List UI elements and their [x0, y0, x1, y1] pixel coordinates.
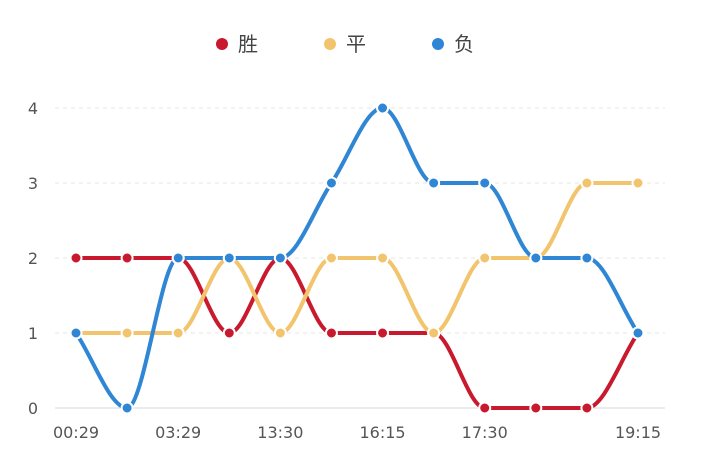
y-tick-label: 0 — [28, 399, 38, 418]
series-3-point[interactable] — [171, 251, 185, 265]
series-3-point[interactable] — [120, 401, 134, 415]
series-2-point[interactable] — [427, 326, 441, 340]
x-tick-label: 03:29 — [155, 423, 201, 442]
legend-marker-series-1 — [216, 38, 228, 50]
series-2-point[interactable] — [171, 326, 185, 340]
series-1-point[interactable] — [478, 401, 492, 415]
series-3-point[interactable] — [529, 251, 543, 265]
series-2-point[interactable] — [580, 176, 594, 190]
series-2-point[interactable] — [478, 251, 492, 265]
legend-marker-series-3 — [432, 38, 444, 50]
series-3-point[interactable] — [631, 326, 645, 340]
legend-marker-series-2 — [324, 38, 336, 50]
x-tick-label: 17:30 — [462, 423, 508, 442]
x-axis: 00:29 03:29 13:30 16:15 17:30 19:15 — [53, 423, 661, 442]
legend-label-series-1: 胜 — [238, 32, 258, 56]
series-3-point[interactable] — [222, 251, 236, 265]
series-2-point[interactable] — [273, 326, 287, 340]
series-points — [69, 101, 645, 415]
x-tick-label: 19:15 — [615, 423, 661, 442]
series-1-point[interactable] — [222, 326, 236, 340]
series-3-point[interactable] — [376, 101, 390, 115]
series-2-point[interactable] — [631, 176, 645, 190]
series-3-point[interactable] — [69, 326, 83, 340]
x-tick-label: 13:30 — [257, 423, 303, 442]
series-3-point[interactable] — [478, 176, 492, 190]
y-tick-label: 2 — [28, 249, 38, 268]
legend-label-series-2: 平 — [346, 32, 366, 56]
x-tick-label: 16:15 — [359, 423, 405, 442]
series-1-point[interactable] — [376, 326, 390, 340]
series-1-point[interactable] — [120, 251, 134, 265]
y-tick-label: 4 — [28, 99, 38, 118]
series-3-point[interactable] — [273, 251, 287, 265]
legend-item-series-2[interactable]: 平 — [324, 32, 366, 56]
series-3-point[interactable] — [427, 176, 441, 190]
x-tick-label: 00:29 — [53, 423, 99, 442]
legend-item-series-3[interactable]: 负 — [432, 32, 474, 56]
series-1-point[interactable] — [580, 401, 594, 415]
y-axis: 0 1 2 3 4 — [28, 99, 38, 418]
series-2-point[interactable] — [324, 251, 338, 265]
y-tick-label: 1 — [28, 324, 38, 343]
y-tick-label: 3 — [28, 174, 38, 193]
series-1-point[interactable] — [324, 326, 338, 340]
series-3-point[interactable] — [580, 251, 594, 265]
series-1-point[interactable] — [529, 401, 543, 415]
series-2-point[interactable] — [376, 251, 390, 265]
series-lines — [74, 106, 640, 410]
legend-label-series-3: 负 — [454, 32, 474, 56]
series-3-point[interactable] — [324, 176, 338, 190]
series-2-point[interactable] — [120, 326, 134, 340]
legend-item-series-1[interactable]: 胜 — [216, 32, 258, 56]
series-1-point[interactable] — [69, 251, 83, 265]
chart-legend: 胜 平 负 — [216, 32, 474, 56]
